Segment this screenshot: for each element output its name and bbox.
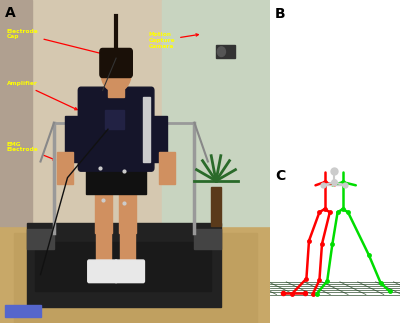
Bar: [143, 97, 150, 162]
FancyBboxPatch shape: [88, 260, 118, 283]
Bar: [6, 305, 40, 317]
Text: C: C: [275, 170, 286, 183]
FancyBboxPatch shape: [100, 48, 132, 78]
Bar: [105, 110, 124, 129]
Bar: [295, 71, 375, 94]
Bar: [120, 226, 135, 268]
Bar: [0, 0, 270, 226]
Bar: [0, 0, 32, 226]
Circle shape: [217, 47, 226, 57]
Text: Electrode
Cap: Electrode Cap: [7, 28, 109, 56]
Text: Vicon
Reflector
ball: Vicon Reflector ball: [123, 145, 171, 167]
Bar: [148, 116, 168, 162]
Circle shape: [101, 57, 131, 92]
Bar: [96, 226, 111, 268]
FancyBboxPatch shape: [78, 87, 154, 171]
Bar: [327, 26, 343, 138]
Bar: [65, 116, 84, 162]
Bar: [159, 152, 176, 184]
Bar: [27, 229, 54, 249]
Bar: [14, 233, 256, 323]
Text: Motion
Capture
Camera: Motion Capture Camera: [148, 32, 198, 49]
Bar: [108, 81, 124, 97]
Bar: [94, 187, 112, 233]
Bar: [194, 229, 222, 249]
Bar: [0, 226, 270, 323]
Text: Amplifier: Amplifier: [7, 81, 77, 110]
Text: B: B: [275, 6, 286, 21]
Bar: [216, 45, 235, 58]
Text: EMG
Electrode: EMG Electrode: [7, 141, 56, 160]
Bar: [57, 152, 73, 184]
Text: A: A: [6, 6, 16, 20]
Text: Treadmill: Treadmill: [135, 273, 166, 288]
Bar: [119, 187, 136, 233]
Bar: [27, 223, 222, 307]
FancyBboxPatch shape: [115, 260, 144, 283]
Bar: [162, 0, 270, 226]
Bar: [210, 187, 222, 226]
Bar: [35, 242, 210, 291]
Bar: [86, 162, 146, 194]
